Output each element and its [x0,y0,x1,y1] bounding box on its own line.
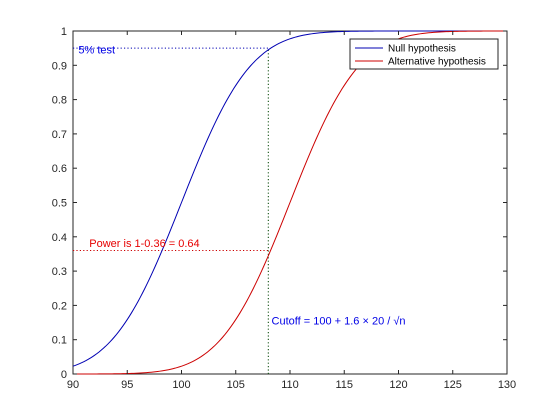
annotations: 5% test Power is 1-0.36 = 0.64 Cutoff = 10… [78,44,405,327]
y-tick-label: 0.9 [52,60,67,72]
x-tick-label: 125 [444,379,462,391]
y-tick-label: 0.2 [52,300,67,312]
legend-entry: Null hypothesis [388,44,456,55]
y-tick-label: 0.8 [52,95,67,107]
x-tick-label: 100 [172,379,190,391]
annotation-power: Power is 1-0.36 = 0.64 [89,238,199,250]
legend: Null hypothesis Alternative hypothesis [349,38,499,70]
plot-area: 90 95 100 105 110 115 120 125 130 0 0.1 0.2 0.3 0.4 0.… [52,26,516,391]
x-tick-label: 130 [498,379,516,391]
y-tick-label: 0.1 [52,335,67,347]
legend-box [349,38,499,70]
legend-entry: Alternative hypothesis [388,57,486,68]
series-lines [72,30,507,375]
alternative-hypothesis-line [73,30,507,375]
annotation-cutoff: Cutoff = 100 + 1.6 × 20 / √n [272,315,406,327]
y-tick-label: 1 [61,26,67,38]
y-tick-label: 0.7 [52,129,67,141]
x-tick-label: 105 [227,379,245,391]
x-tick-label: 95 [121,379,133,391]
axis-ticks [72,30,508,375]
x-tick-label: 90 [67,379,79,391]
x-tick-label: 115 [335,379,353,391]
y-tick-label: 0.3 [52,266,67,278]
y-tick-label: 0 [61,369,67,381]
y-tick-label: 0.4 [52,232,67,244]
y-tick-label: 0.6 [52,163,67,175]
x-tick-label: 110 [281,379,299,391]
null-hypothesis-line [72,30,507,367]
x-tick-label: 120 [389,379,407,391]
y-tick-label: 0.5 [52,198,67,210]
annotation-test-level: 5% test [78,44,115,56]
axis-tick-labels: 90 95 100 105 110 115 120 125 130 0 0.1 0.2 0.3 0.4 0.… [52,26,516,391]
